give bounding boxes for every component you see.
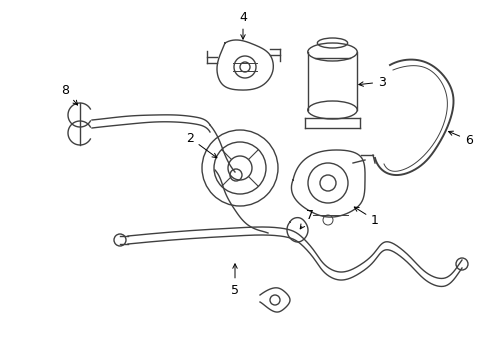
Text: 7: 7 bbox=[300, 208, 313, 229]
Text: 3: 3 bbox=[358, 76, 385, 89]
Text: 8: 8 bbox=[61, 84, 78, 105]
Text: 1: 1 bbox=[353, 207, 378, 226]
Text: 6: 6 bbox=[447, 131, 472, 147]
Text: 4: 4 bbox=[239, 10, 246, 39]
Text: 2: 2 bbox=[185, 131, 217, 158]
Text: 5: 5 bbox=[230, 264, 239, 297]
